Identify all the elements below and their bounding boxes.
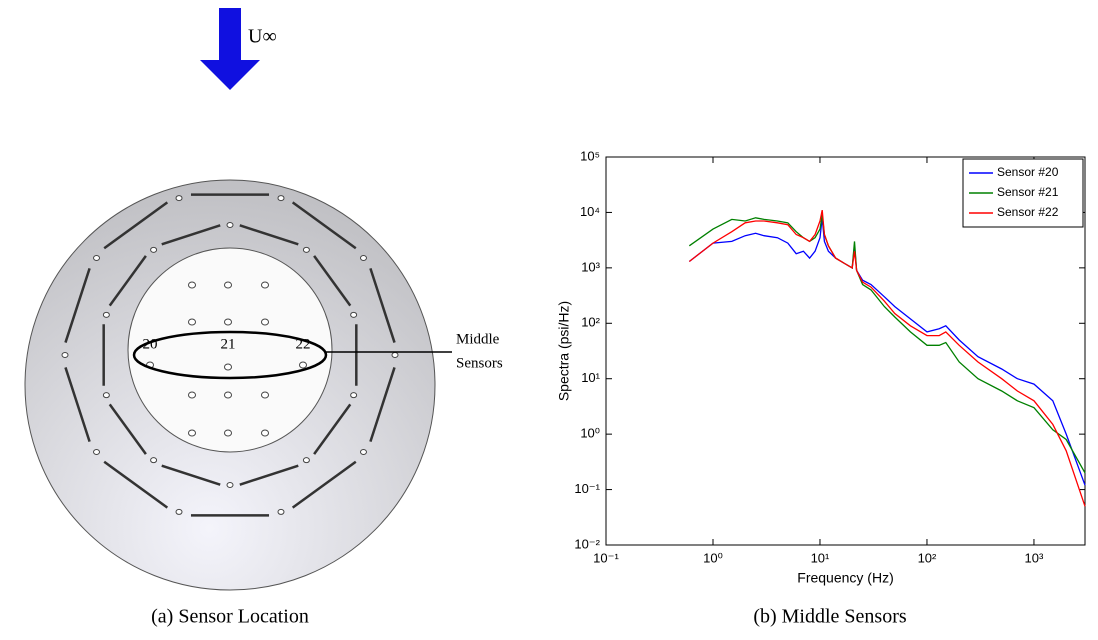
slot-port — [175, 195, 183, 202]
legend-label: Sensor #21 — [997, 185, 1059, 199]
sensor-diagram: U∞ 20 21 22 Middle Sensors — [24, 8, 503, 591]
slot — [108, 403, 147, 455]
slot — [313, 403, 352, 455]
slot-port — [391, 352, 399, 358]
x-tick-label: 10² — [918, 550, 937, 565]
sensor-port — [261, 429, 269, 437]
y-tick-label: 10² — [581, 315, 600, 330]
y-tick-label: 10⁵ — [580, 148, 600, 163]
caption: (a) Sensor Location — [151, 606, 309, 628]
y-tick-label: 10⁴ — [580, 204, 600, 219]
sensor-port — [299, 361, 307, 369]
slot — [291, 460, 357, 509]
slot-port — [302, 457, 310, 464]
slot-port — [226, 222, 234, 228]
slot — [239, 464, 299, 486]
slot-port — [359, 448, 367, 455]
flow-label: U∞ — [248, 26, 277, 48]
sensor-port — [224, 363, 232, 371]
slot — [64, 267, 91, 343]
slot — [103, 460, 169, 509]
x-tick-label: 10³ — [1025, 550, 1044, 565]
slot-port — [359, 255, 367, 262]
sensor-label: 20 — [143, 336, 158, 352]
slot-port — [350, 392, 358, 399]
callout-label: Middle — [456, 331, 500, 347]
inner-region — [127, 247, 333, 453]
sensor-port — [224, 429, 232, 437]
slot — [291, 201, 357, 250]
legend-label: Sensor #20 — [997, 165, 1059, 179]
slot — [108, 255, 147, 307]
sensor-port — [261, 281, 269, 289]
legend-label: Sensor #22 — [997, 205, 1059, 219]
slot — [369, 367, 396, 443]
x-tick-label: 10⁰ — [703, 550, 723, 565]
series-line — [688, 209, 1086, 507]
sensor-port — [188, 318, 196, 326]
slot — [161, 464, 221, 486]
slot-port — [93, 448, 101, 455]
slot-port — [277, 195, 285, 202]
flow-arrow-head — [200, 60, 260, 90]
y-tick-label: 10⁰ — [580, 426, 600, 441]
caption: (b) Middle Sensors — [753, 606, 907, 628]
callout-label: Sensors — [456, 355, 503, 371]
slot-port — [302, 246, 310, 253]
sensor-port — [224, 318, 232, 326]
sensor-port — [188, 429, 196, 437]
y-tick-label: 10³ — [581, 259, 600, 274]
sensor-port — [224, 281, 232, 289]
sensor-port — [224, 391, 232, 399]
x-axis-label: Frequency (Hz) — [797, 570, 893, 586]
sensor-port — [188, 281, 196, 289]
sensor-port — [261, 391, 269, 399]
slot-port — [150, 246, 158, 253]
slot-port — [61, 352, 69, 358]
slot — [64, 367, 91, 443]
slot — [103, 201, 169, 250]
sensor-label: 22 — [296, 336, 311, 352]
slot-port — [350, 311, 358, 318]
y-tick-label: 10⁻¹ — [574, 481, 600, 496]
slot-port — [102, 392, 110, 399]
x-tick-label: 10¹ — [811, 550, 830, 565]
middle-ellipse — [132, 330, 328, 380]
y-tick-label: 10⁻² — [574, 536, 600, 551]
slot-port — [150, 457, 158, 464]
slot — [239, 224, 299, 246]
y-tick-label: 10¹ — [581, 370, 600, 385]
slot — [161, 224, 221, 246]
sensor-port — [261, 318, 269, 326]
flow-arrow-shaft — [219, 8, 241, 60]
spectra-chart: 10⁻¹ 10⁰ 10¹ 10² 10³10⁻²10⁻¹10⁰10¹10²10³10⁴1… — [556, 148, 1086, 586]
slot — [369, 267, 396, 343]
slot-port — [93, 255, 101, 262]
x-tick-label: 10⁻¹ — [593, 550, 619, 565]
slot-port — [226, 482, 234, 488]
slot-port — [277, 508, 285, 515]
sensor-label: 21 — [221, 336, 236, 352]
sensor-port — [188, 391, 196, 399]
slot-port — [102, 311, 110, 318]
y-axis-label: Spectra (psi/Hz) — [556, 301, 572, 401]
slot-port — [175, 508, 183, 515]
slot — [313, 255, 352, 307]
